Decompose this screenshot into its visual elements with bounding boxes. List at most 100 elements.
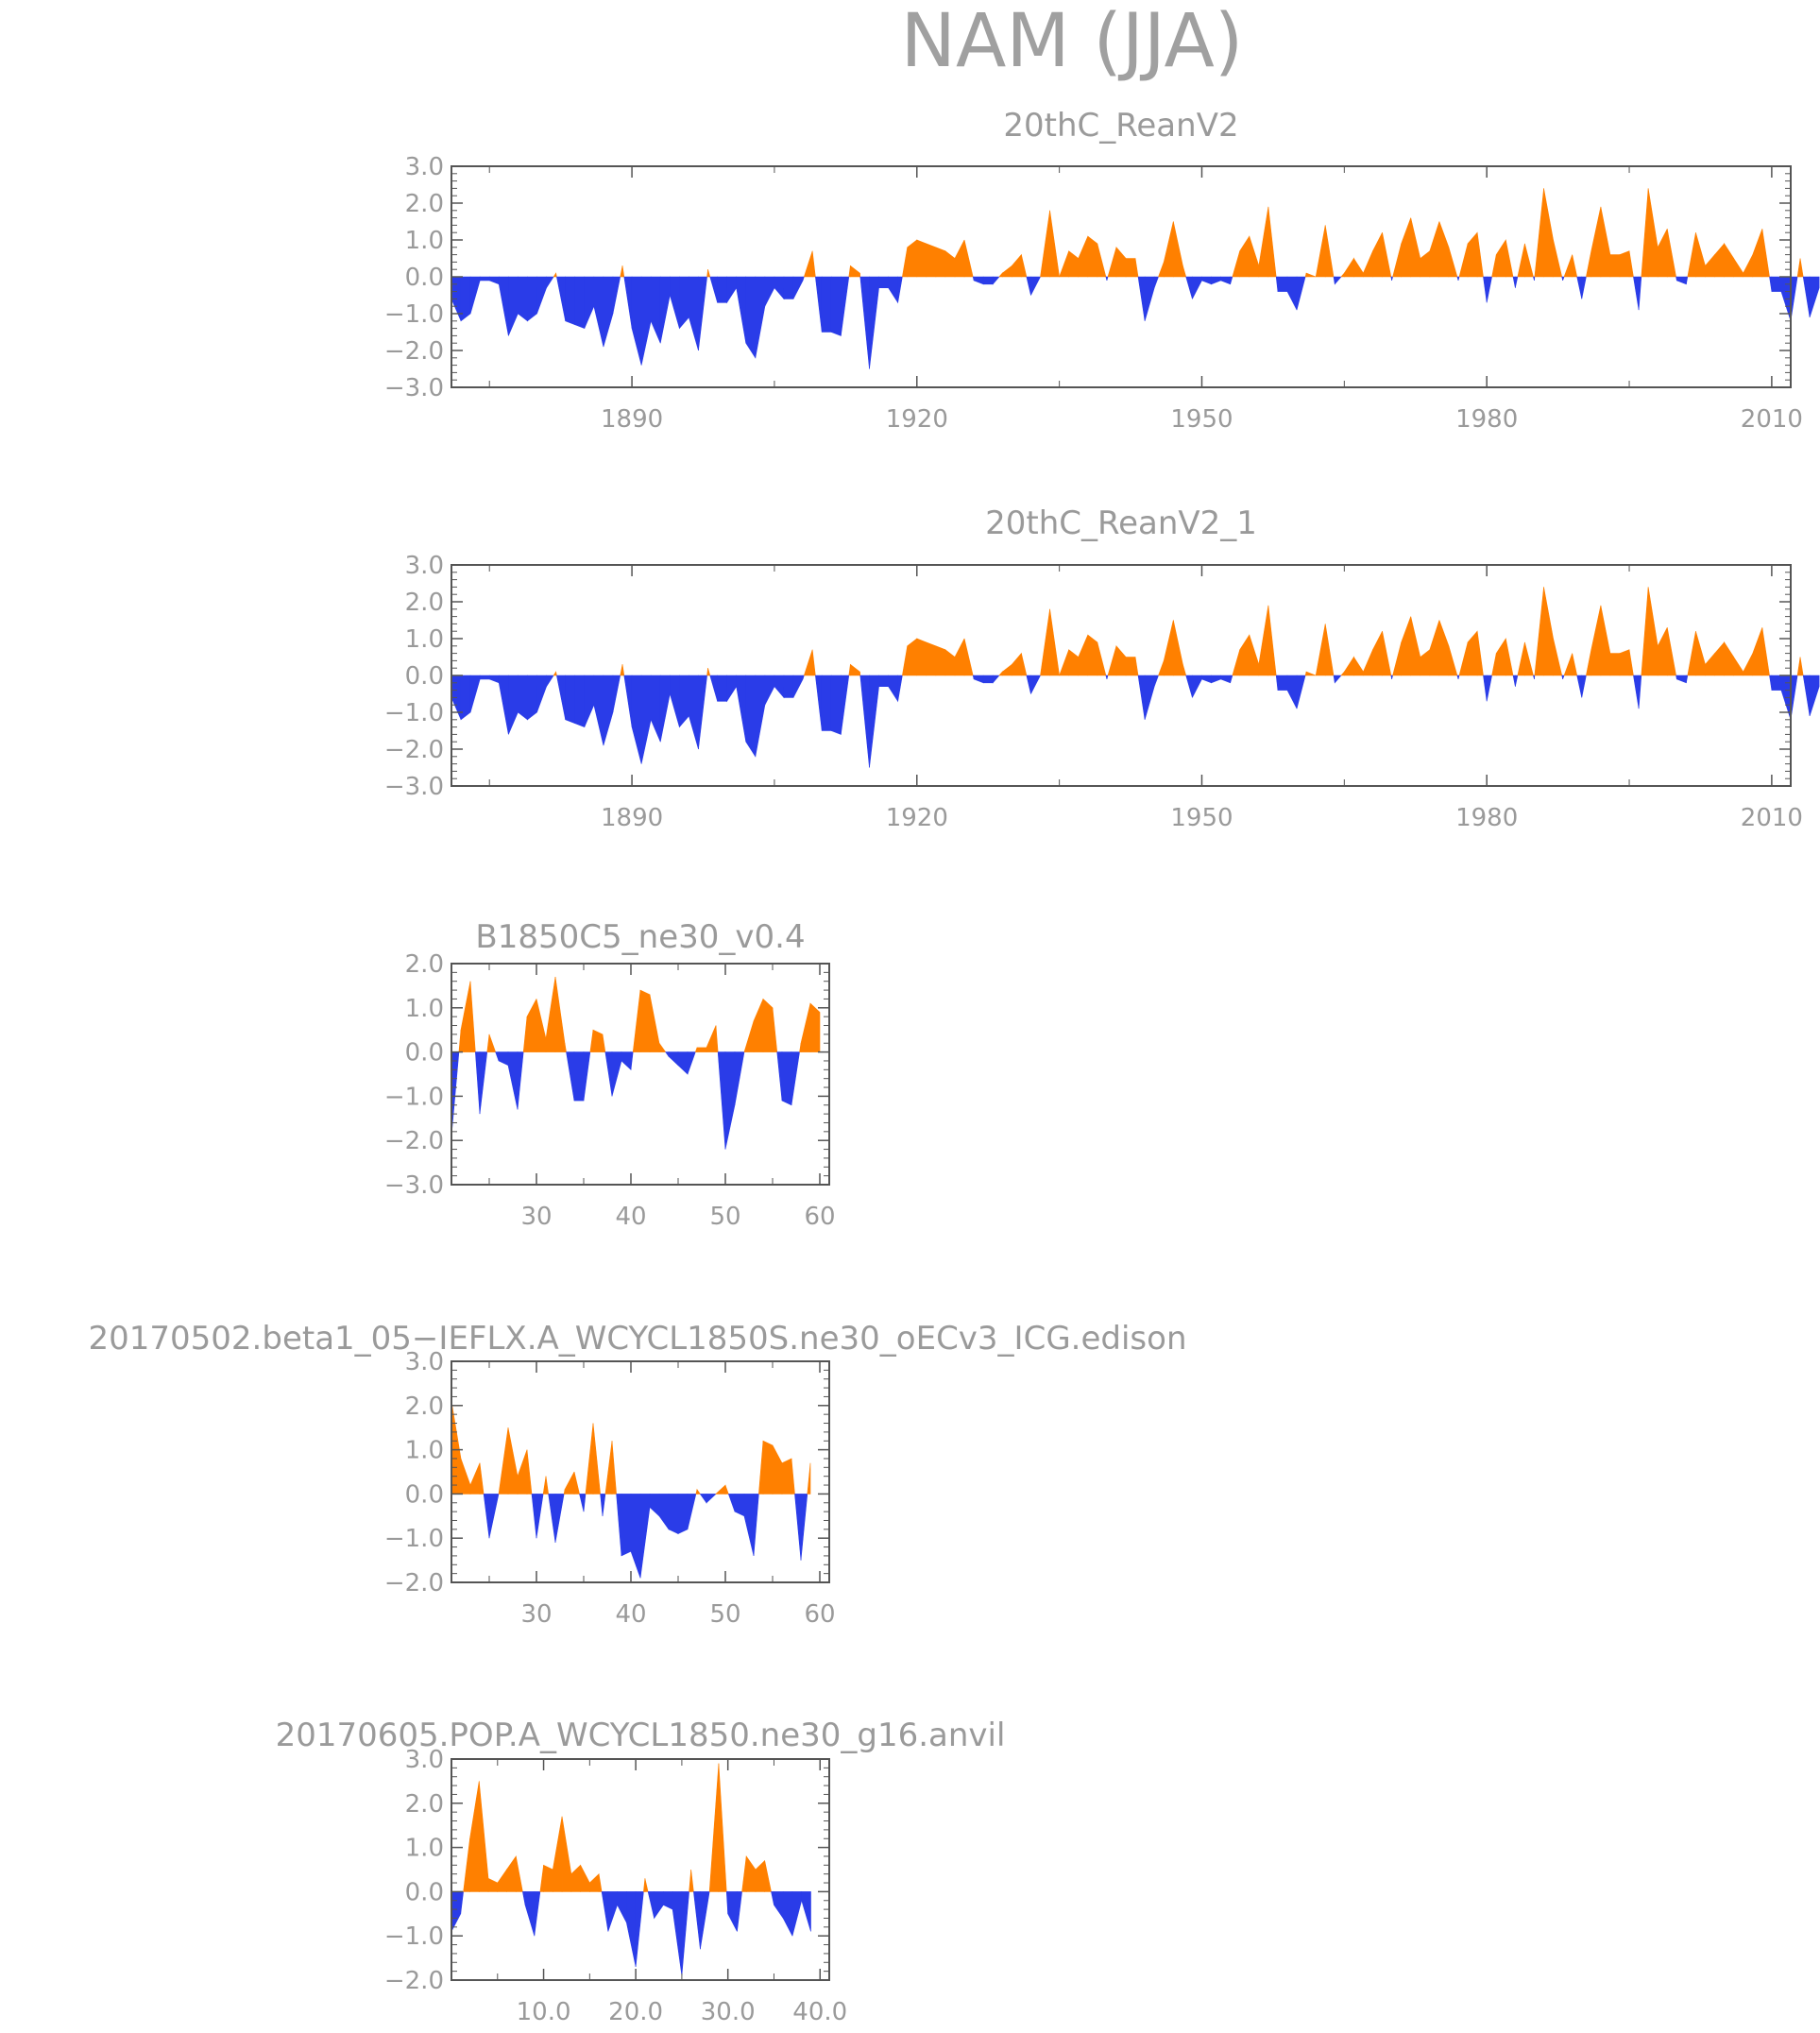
positive-anomaly-area: [1021, 653, 1028, 676]
positive-anomaly-area: [487, 1877, 499, 1892]
positive-anomaly-area: [1401, 217, 1412, 278]
negative-anomaly-area: [792, 675, 804, 698]
negative-anomaly-area: [1483, 276, 1488, 303]
positive-anomaly-area: [1115, 644, 1127, 676]
positive-anomaly-area: [1340, 671, 1345, 676]
negative-anomaly-area: [469, 675, 481, 713]
negative-anomaly-area: [1790, 276, 1798, 321]
negative-anomaly-area: [460, 675, 471, 721]
positive-anomaly-area: [1491, 653, 1497, 676]
positive-anomaly-area: [690, 1869, 694, 1892]
negative-anomaly-area: [869, 675, 879, 768]
positive-anomaly-area: [1590, 206, 1602, 278]
negative-anomaly-area: [1286, 675, 1298, 709]
x-tick-label: 10.0: [517, 1998, 571, 2026]
negative-anomaly-area: [1633, 675, 1640, 709]
positive-anomaly-area: [772, 1444, 783, 1495]
negative-anomaly-area: [479, 1051, 488, 1115]
negative-anomaly-area: [764, 276, 775, 307]
negative-anomaly-area: [743, 1494, 755, 1556]
negative-anomaly-area: [1334, 675, 1342, 684]
y-tick-label: −1.0: [384, 1083, 444, 1111]
positive-anomaly-area: [902, 645, 909, 676]
negative-anomaly-area: [1486, 675, 1492, 702]
positive-anomaly-area: [1657, 627, 1668, 676]
positive-anomaly-area: [1563, 254, 1573, 278]
positive-anomaly-area: [1752, 229, 1763, 278]
positive-anomaly-area: [1315, 225, 1326, 278]
positive-anomaly-area: [1001, 265, 1012, 278]
negative-anomaly-area: [1676, 276, 1687, 285]
negative-anomaly-area: [522, 1891, 526, 1905]
positive-anomaly-area: [545, 1476, 550, 1495]
positive-anomaly-area: [506, 1855, 517, 1892]
negative-anomaly-area: [687, 1051, 696, 1075]
negative-anomaly-area: [616, 1494, 622, 1556]
y-tick-label: 0.0: [405, 1039, 444, 1068]
negative-anomaly-area: [483, 1494, 490, 1539]
positive-anomaly-area: [1467, 630, 1478, 676]
positive-anomaly-area: [1448, 247, 1458, 278]
negative-anomaly-area: [689, 276, 699, 351]
x-tick-label: 40: [615, 1600, 646, 1629]
negative-anomaly-area: [579, 1494, 585, 1512]
positive-anomaly-area: [1267, 605, 1277, 676]
negative-anomaly-area: [745, 276, 757, 359]
positive-anomaly-area: [1239, 634, 1250, 676]
negative-anomaly-area: [1809, 675, 1820, 716]
negative-anomaly-area: [495, 1051, 500, 1062]
positive-anomaly-area: [536, 999, 547, 1052]
positive-anomaly-area: [706, 1025, 717, 1052]
negative-anomaly-area: [584, 675, 595, 727]
positive-anomaly-area: [1232, 649, 1241, 676]
negative-anomaly-area: [536, 675, 547, 713]
positive-anomaly-area: [1458, 641, 1469, 676]
negative-anomaly-area: [1769, 276, 1773, 292]
y-tick-label: 3.0: [405, 1746, 444, 1774]
positive-anomaly-area: [1420, 250, 1431, 278]
positive-anomaly-area: [554, 976, 566, 1052]
negative-anomaly-area: [1515, 276, 1519, 288]
positive-anomaly-area: [1087, 235, 1098, 278]
negative-anomaly-area: [593, 675, 604, 746]
x-tick-label: 2010: [1741, 405, 1803, 434]
negative-anomaly-area: [1153, 675, 1159, 687]
negative-anomaly-area: [726, 276, 738, 304]
positive-anomaly-area: [1125, 258, 1136, 278]
panel-title: B1850C5_ne30_v0.4: [475, 918, 805, 956]
positive-anomaly-area: [803, 649, 813, 676]
negative-anomaly-area: [611, 1051, 622, 1097]
positive-anomaly-area: [1733, 656, 1744, 676]
positive-anomaly-area: [1068, 250, 1080, 278]
positive-anomaly-area: [1324, 624, 1335, 676]
panel-title: 20thC_ReanV2: [1003, 107, 1238, 145]
positive-anomaly-area: [649, 994, 660, 1052]
positive-anomaly-area: [800, 1003, 811, 1052]
positive-anomaly-area: [621, 664, 625, 676]
negative-anomaly-area: [574, 276, 586, 330]
positive-anomaly-area: [811, 649, 816, 676]
negative-anomaly-area: [548, 1494, 556, 1543]
positive-anomaly-area: [1401, 616, 1412, 676]
positive-anomaly-area: [1743, 254, 1754, 278]
positive-anomaly-area: [1372, 232, 1383, 278]
negative-anomaly-area: [604, 1051, 613, 1097]
negative-anomaly-area: [706, 1494, 717, 1504]
negative-anomaly-area: [672, 1891, 683, 1976]
negative-anomaly-area: [600, 1494, 604, 1516]
positive-anomaly-area: [907, 638, 918, 676]
x-tick-label: 1980: [1455, 804, 1518, 832]
positive-anomaly-area: [1448, 645, 1458, 676]
y-tick-label: −2.0: [384, 1127, 444, 1155]
positive-anomaly-area: [745, 1855, 757, 1892]
y-tick-label: 1.0: [405, 625, 444, 654]
negative-anomaly-area: [475, 1051, 481, 1115]
negative-anomaly-area: [792, 276, 804, 299]
x-tick-label: 30: [520, 1600, 552, 1629]
negative-anomaly-area: [565, 276, 576, 326]
positive-anomaly-area: [1382, 232, 1392, 278]
negative-anomaly-area: [1026, 675, 1031, 694]
positive-anomaly-area: [1572, 653, 1578, 676]
negative-anomaly-area: [1185, 276, 1193, 299]
negative-anomaly-area: [764, 675, 775, 706]
